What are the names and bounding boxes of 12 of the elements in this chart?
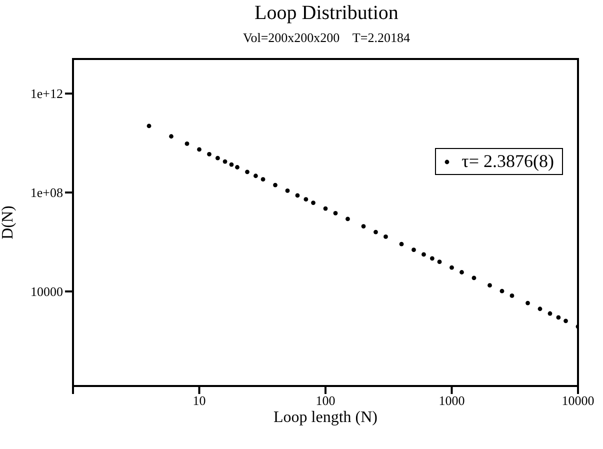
x-tick-label: 1000 xyxy=(438,393,465,408)
y-tick-label: 10000 xyxy=(30,284,63,300)
y-tick-label: 1e+08 xyxy=(30,185,63,200)
x-tick-label: 10 xyxy=(192,393,206,408)
y-tick-label: 1e+12 xyxy=(30,86,63,102)
chart-subtitle: Vol=200x200x200 T=2.20184 xyxy=(242,30,411,46)
x-tick-label: 10000 xyxy=(562,393,594,408)
y-axis-title: D(N) xyxy=(0,206,17,240)
x-tick-label: 100 xyxy=(316,393,336,408)
chart-title: Loop Distribution xyxy=(254,2,400,25)
x-axis-title: Loop length (N) xyxy=(274,409,378,426)
legend-label: τ= 2.3876(8) xyxy=(462,151,554,172)
